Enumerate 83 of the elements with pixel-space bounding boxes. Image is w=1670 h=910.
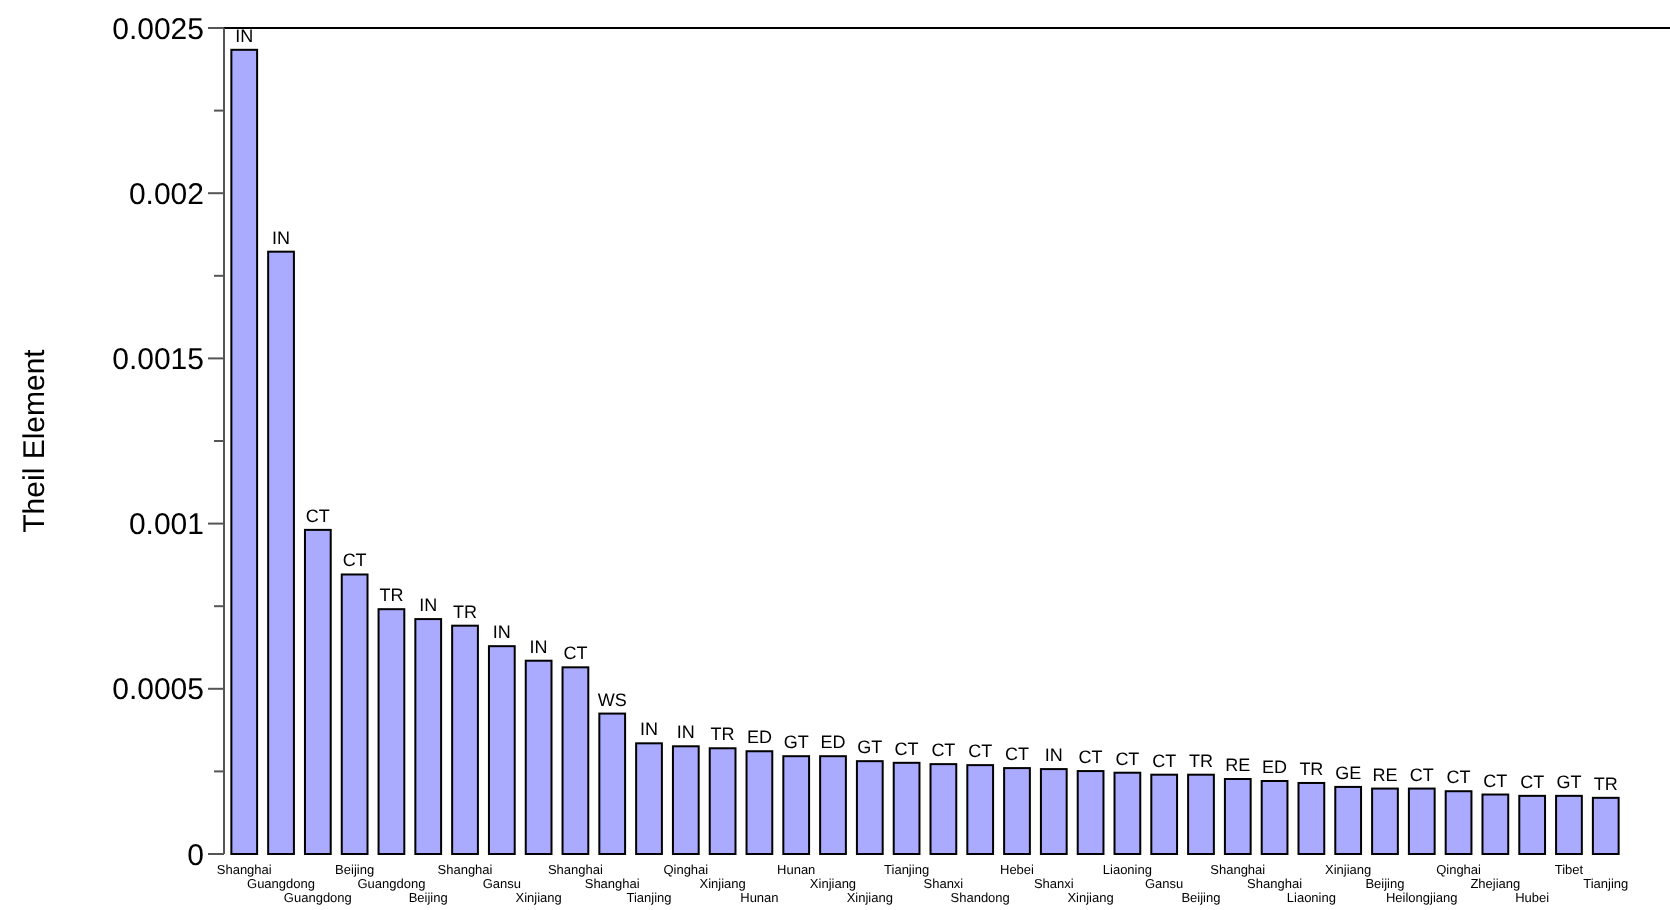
data-label: CT bbox=[563, 643, 589, 664]
data-label: ED bbox=[1262, 756, 1289, 777]
bar bbox=[1591, 796, 1620, 855]
bar bbox=[966, 764, 995, 855]
bar bbox=[524, 659, 553, 855]
y-tick-label: 0 bbox=[187, 838, 204, 873]
data-label: TR bbox=[379, 585, 405, 606]
bar bbox=[929, 763, 958, 855]
y-tick-label: 0.002 bbox=[128, 177, 204, 212]
data-label: TR bbox=[710, 724, 736, 745]
data-label: GT bbox=[1556, 771, 1583, 792]
bar bbox=[1076, 770, 1105, 855]
data-label: TR bbox=[1299, 758, 1325, 779]
data-label: ED bbox=[746, 727, 773, 748]
bar bbox=[1113, 771, 1142, 855]
bar bbox=[230, 48, 259, 855]
bar bbox=[1518, 794, 1547, 855]
bar bbox=[635, 742, 663, 855]
data-label: CT bbox=[305, 505, 331, 526]
data-label: IN bbox=[676, 722, 695, 743]
y-tick-label: 0.0015 bbox=[112, 342, 204, 377]
data-label: IN bbox=[235, 25, 254, 46]
data-label: GT bbox=[783, 732, 810, 753]
bar bbox=[1223, 778, 1252, 855]
bar bbox=[1003, 767, 1031, 855]
bar bbox=[487, 645, 516, 855]
data-label: CT bbox=[931, 740, 957, 761]
data-label: GT bbox=[857, 737, 884, 758]
data-label: IN bbox=[529, 636, 548, 657]
data-label: CT bbox=[1409, 764, 1435, 785]
y-tick-label: 0.001 bbox=[128, 508, 204, 543]
bar bbox=[1481, 793, 1510, 855]
data-label: CT bbox=[1446, 767, 1472, 788]
bar bbox=[1039, 768, 1068, 855]
data-label: GE bbox=[1335, 762, 1362, 783]
bar bbox=[303, 528, 332, 855]
y-tick-label: 0.0025 bbox=[112, 12, 204, 47]
bar bbox=[451, 624, 479, 855]
data-label: CT bbox=[894, 738, 920, 759]
data-label: WS bbox=[597, 689, 627, 710]
y-tick-label: 0.0005 bbox=[112, 673, 204, 708]
y-axis-title: Theil Element bbox=[18, 347, 52, 533]
bar bbox=[1297, 781, 1326, 855]
bar bbox=[708, 747, 737, 855]
data-label: CT bbox=[1520, 771, 1546, 792]
data-label: CT bbox=[1004, 744, 1030, 765]
bar bbox=[1334, 785, 1363, 855]
data-label: CT bbox=[1078, 747, 1104, 768]
bar bbox=[1555, 794, 1583, 855]
bar bbox=[745, 750, 774, 855]
data-label: IN bbox=[272, 227, 291, 248]
bar bbox=[377, 608, 406, 855]
bar bbox=[1444, 790, 1473, 855]
data-label: ED bbox=[820, 732, 847, 753]
data-label: RE bbox=[1372, 764, 1398, 785]
bar bbox=[598, 712, 627, 855]
bar bbox=[1371, 787, 1399, 855]
bar bbox=[1407, 787, 1436, 855]
data-label: RE bbox=[1225, 755, 1251, 775]
bar bbox=[892, 761, 921, 855]
data-label: CT bbox=[968, 741, 994, 762]
bar bbox=[414, 618, 443, 855]
data-label: TR bbox=[1593, 773, 1619, 794]
bar bbox=[267, 250, 295, 855]
data-label: CT bbox=[1483, 770, 1509, 791]
data-label: IN bbox=[492, 622, 511, 643]
data-label: IN bbox=[1044, 745, 1063, 766]
bar bbox=[340, 573, 369, 855]
bar bbox=[855, 760, 884, 855]
bar bbox=[819, 755, 847, 855]
bar bbox=[561, 666, 590, 855]
data-label: IN bbox=[419, 595, 438, 616]
bar bbox=[1187, 773, 1215, 855]
data-label: CT bbox=[1115, 748, 1141, 769]
bar bbox=[1260, 779, 1289, 855]
bar bbox=[782, 755, 811, 855]
bar bbox=[671, 745, 700, 855]
data-label: IN bbox=[640, 719, 659, 740]
data-label: TR bbox=[453, 601, 479, 622]
bar bbox=[1150, 773, 1179, 855]
data-label: CT bbox=[1152, 750, 1178, 771]
data-label: CT bbox=[342, 550, 368, 571]
data-label: TR bbox=[1188, 750, 1214, 771]
